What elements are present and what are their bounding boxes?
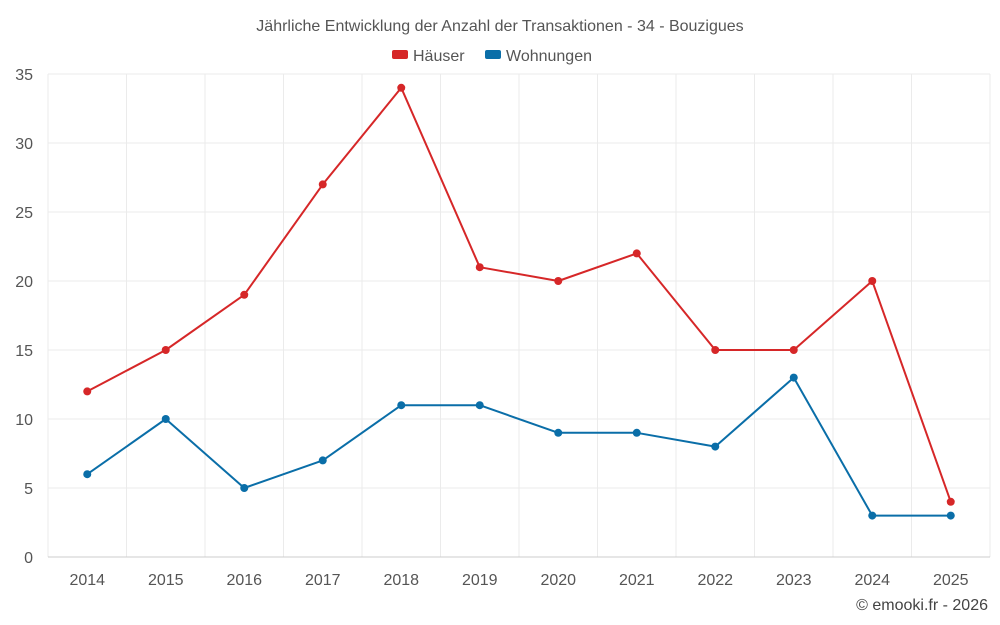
- data-point-1-2[interactable]: [240, 484, 249, 492]
- data-point-0-9[interactable]: [789, 346, 798, 354]
- credit-text: © emooki.fr - 2026: [856, 597, 988, 614]
- x-tick-label-8: 2022: [697, 572, 733, 589]
- series-group: [83, 83, 955, 520]
- y-tick-label-0: 0: [24, 550, 33, 567]
- x-tick-label-9: 2023: [776, 572, 812, 589]
- y-axis: 0 5 10 15 20 25 30 35: [15, 67, 33, 567]
- data-point-1-8[interactable]: [711, 442, 720, 451]
- data-point-0-8[interactable]: [711, 346, 720, 354]
- y-tick-label-7: 35: [15, 67, 33, 84]
- series-line-0: [86, 86, 952, 503]
- x-tick-label-11: 2025: [933, 572, 969, 589]
- x-tick-label-2: 2016: [226, 572, 262, 589]
- legend-swatch-0: [392, 50, 408, 59]
- x-axis: 2014 2015 2016 2017 2018 2019 2020 2021 2022 2023…: [69, 572, 968, 589]
- data-point-0-3[interactable]: [318, 180, 327, 189]
- legend-label-1: Wohnungen: [506, 48, 592, 65]
- y-tick-label-5: 25: [15, 205, 33, 222]
- data-point-1-0[interactable]: [83, 470, 92, 479]
- data-point-0-5[interactable]: [475, 263, 484, 272]
- chart-title: Jährliche Entwicklung der Anzahl der Tra…: [256, 18, 743, 35]
- x-tick-label-1: 2015: [148, 572, 184, 589]
- y-tick-label-3: 15: [15, 343, 33, 360]
- x-tick-label-4: 2018: [383, 572, 419, 589]
- grid: [47, 73, 991, 557]
- data-point-1-9[interactable]: [789, 373, 798, 382]
- data-point-1-4[interactable]: [397, 401, 406, 410]
- x-tick-label-0: 2014: [69, 572, 105, 589]
- x-tick-label-3: 2017: [305, 572, 341, 589]
- y-tick-label-4: 20: [15, 274, 33, 291]
- data-point-1-11[interactable]: [946, 511, 955, 520]
- x-tick-label-5: 2019: [462, 572, 498, 589]
- legend: Häuser Wohnungen: [392, 48, 592, 65]
- data-point-0-10[interactable]: [868, 277, 877, 285]
- x-tick-label-6: 2020: [540, 572, 576, 589]
- y-tick-label-6: 30: [15, 136, 33, 153]
- data-point-1-5[interactable]: [475, 401, 484, 410]
- data-point-0-2[interactable]: [240, 290, 249, 299]
- data-point-1-7[interactable]: [632, 428, 641, 437]
- data-point-1-1[interactable]: [161, 415, 170, 423]
- data-point-0-4[interactable]: [397, 83, 406, 92]
- data-point-0-7[interactable]: [632, 249, 641, 258]
- data-point-1-6[interactable]: [554, 428, 563, 437]
- y-tick-label-1: 5: [24, 481, 33, 498]
- data-point-0-1[interactable]: [161, 346, 170, 354]
- data-point-0-0[interactable]: [83, 387, 92, 396]
- legend-label-0: Häuser: [413, 48, 465, 65]
- data-point-0-11[interactable]: [946, 497, 955, 506]
- data-point-1-10[interactable]: [868, 511, 877, 520]
- x-tick-label-10: 2024: [854, 572, 890, 589]
- series-line-1: [86, 376, 951, 517]
- data-point-1-3[interactable]: [318, 456, 327, 465]
- legend-swatch-1: [485, 50, 501, 59]
- y-tick-label-2: 10: [15, 412, 33, 429]
- data-point-0-6[interactable]: [554, 277, 563, 285]
- x-tick-label-7: 2021: [619, 572, 655, 589]
